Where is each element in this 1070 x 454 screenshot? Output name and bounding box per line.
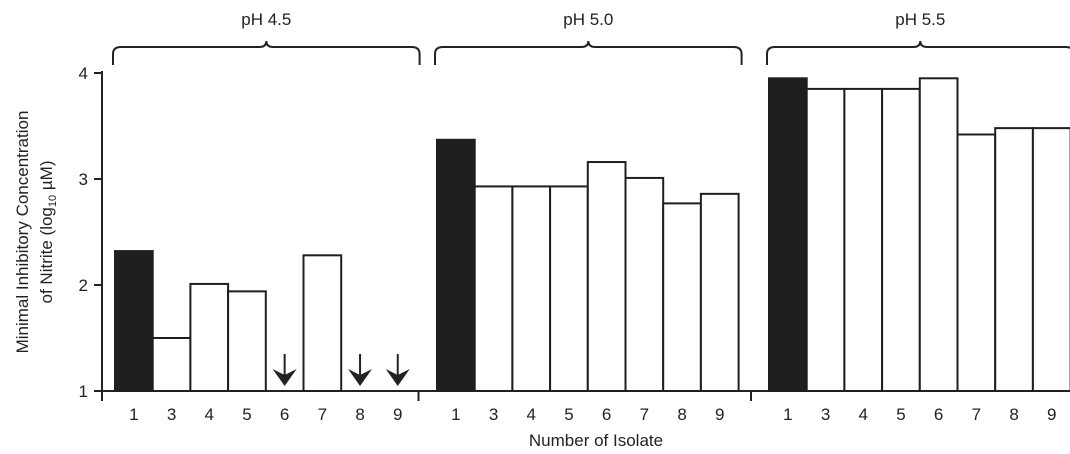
group-label-2: pH 5.0 (563, 10, 613, 29)
x-tick-label-g1-1: 1 (129, 405, 138, 424)
y-axis-label-subscript: 10 (47, 195, 59, 207)
x-tick-label-g1-6: 6 (280, 405, 289, 424)
arrow-head-g1-isolate-8 (348, 369, 373, 386)
bar-g1-isolate-7 (302, 254, 343, 392)
bar-g2-isolate-7 (624, 176, 665, 392)
x-tick-label-g2-9: 9 (715, 405, 724, 424)
bar-g2-isolate-4 (511, 185, 552, 392)
bar-g3-isolate-1 (768, 77, 808, 393)
group-label-3: pH 5.5 (895, 10, 945, 29)
y-tick-label-2: 2 (79, 276, 88, 295)
x-tick-label-g3-9: 9 (1047, 405, 1056, 424)
y-axis-label-suffix: µM) (37, 161, 56, 195)
x-tick-label-g2-1: 1 (451, 405, 460, 424)
x-tick-label-g1-4: 4 (205, 405, 214, 424)
bar-g2-isolate-6 (586, 161, 627, 392)
x-tick-label-g1-3: 3 (167, 405, 176, 424)
bar-g2-isolate-5 (549, 185, 589, 392)
x-tick-label-g3-3: 3 (821, 405, 830, 424)
y-axis-label-line2: of Nitrite (log10 µM) (37, 161, 59, 304)
y-tick-label-4: 4 (79, 64, 88, 83)
x-tick-label-g2-7: 7 (640, 405, 649, 424)
bar-g1-isolate-3 (151, 337, 192, 392)
x-tick-label-g1-9: 9 (393, 405, 402, 424)
bar-g2-isolate-9 (699, 192, 740, 392)
x-tick-label-g3-6: 6 (934, 405, 943, 424)
arrow-head-g1-isolate-9 (385, 369, 410, 386)
x-tick-label-g2-3: 3 (489, 405, 498, 424)
x-tick-label-g3-5: 5 (896, 405, 905, 424)
x-tick-label-g1-7: 7 (318, 405, 327, 424)
bar-g1-isolate-4 (189, 282, 230, 392)
y-axis-label: Minimal Inhibitory Concentration (13, 111, 32, 354)
x-tick-label-g2-4: 4 (527, 405, 536, 424)
labels: pH 4.5 1 3 4 5 6 7 8 9 pH 5.0 1 3 4 5 6 7 8 9 pH 5.5 1 3 4 5 6 7… (112, 10, 1070, 424)
bar-g2-isolate-8 (662, 202, 702, 392)
bar-g3-isolate-3 (805, 87, 846, 393)
bar-g3-isolate-8 (994, 127, 1034, 392)
y-tick-label-3: 3 (79, 170, 88, 189)
x-tick-label-g1-5: 5 (242, 405, 251, 424)
bar-g2-isolate-3 (473, 185, 514, 392)
x-tick-label-g2-8: 8 (677, 405, 686, 424)
y-tick-label-1: 1 (79, 382, 88, 401)
x-tick-label-g1-8: 8 (355, 405, 364, 424)
bar-g3-isolate-4 (843, 87, 884, 393)
bar-g3-isolate-6 (918, 77, 959, 393)
bar-g3-isolate-9 (1031, 127, 1070, 392)
group-bracket-2 (434, 40, 743, 65)
bar-g1-isolate-5 (227, 290, 267, 392)
bars (114, 77, 1070, 393)
x-tick-label-g2-5: 5 (564, 405, 573, 424)
bar-g1-isolate-1 (114, 250, 154, 392)
bar-g3-isolate-5 (881, 87, 921, 393)
x-tick-label-g3-4: 4 (859, 405, 868, 424)
bar-g2-isolate-1 (436, 138, 476, 392)
x-tick-label-g2-6: 6 (602, 405, 611, 424)
y-axis-label-prefix: of Nitrite (log (37, 207, 56, 303)
x-tick-label-g3-1: 1 (783, 405, 792, 424)
group-bracket-3 (766, 40, 1070, 65)
group-bracket-1 (112, 40, 421, 65)
x-axis-label: Number of Isolate (529, 431, 663, 450)
arrow-head-g1-isolate-6 (272, 369, 297, 386)
group-label-1: pH 4.5 (241, 10, 291, 29)
x-tick-label-g3-7: 7 (972, 405, 981, 424)
x-tick-label-g3-8: 8 (1009, 405, 1018, 424)
bar-g3-isolate-7 (956, 133, 997, 392)
